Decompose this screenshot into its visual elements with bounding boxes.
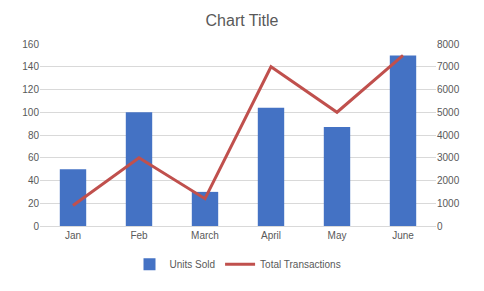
svg-text:April: April (261, 230, 281, 241)
svg-text:1000: 1000 (437, 198, 460, 209)
svg-text:4000: 4000 (437, 130, 460, 141)
svg-text:3000: 3000 (437, 152, 460, 163)
svg-text:20: 20 (28, 198, 40, 209)
svg-text:8000: 8000 (437, 39, 460, 50)
svg-text:Units Sold: Units Sold (170, 259, 216, 270)
svg-text:7000: 7000 (437, 61, 460, 72)
svg-text:60: 60 (28, 152, 40, 163)
svg-text:40: 40 (28, 175, 40, 186)
svg-text:Total Transactions: Total Transactions (260, 259, 341, 270)
svg-text:Jan: Jan (65, 230, 81, 241)
svg-text:0: 0 (33, 221, 39, 232)
svg-text:160: 160 (22, 39, 39, 50)
svg-text:Feb: Feb (130, 230, 148, 241)
svg-text:2000: 2000 (437, 175, 460, 186)
svg-text:0: 0 (437, 221, 443, 232)
svg-text:June: June (392, 230, 414, 241)
svg-text:80: 80 (28, 130, 40, 141)
svg-text:100: 100 (22, 107, 39, 118)
svg-text:120: 120 (22, 84, 39, 95)
svg-text:140: 140 (22, 61, 39, 72)
svg-text:March: March (191, 230, 219, 241)
svg-text:6000: 6000 (437, 84, 460, 95)
svg-text:May: May (328, 230, 347, 241)
svg-text:5000: 5000 (437, 107, 460, 118)
svg-text:Chart Title: Chart Title (206, 12, 279, 29)
